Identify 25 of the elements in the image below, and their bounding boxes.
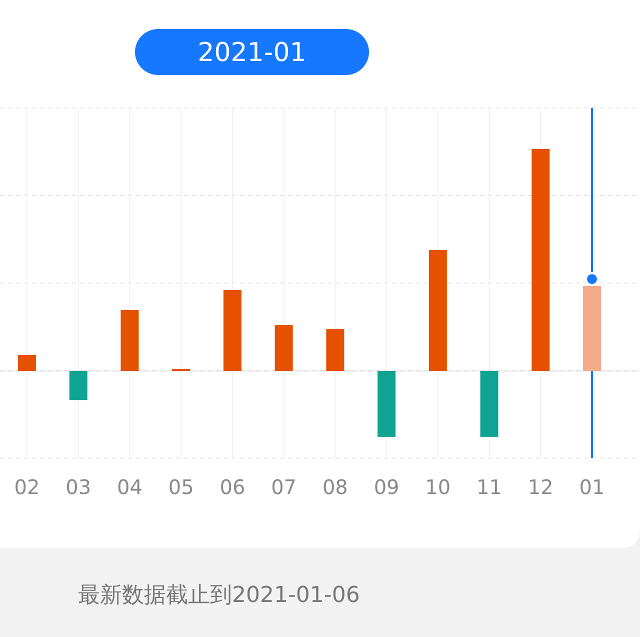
bar xyxy=(326,329,344,371)
bar xyxy=(69,371,88,400)
text: 最新数据截止到2021-01-06 xyxy=(78,583,360,608)
bar xyxy=(480,371,498,437)
bar xyxy=(274,325,293,371)
x-tick-label: 02 xyxy=(14,475,40,499)
x-tick-label: 03 xyxy=(66,475,92,499)
x-tick-label: 06 xyxy=(220,475,246,499)
bar xyxy=(18,355,36,371)
text: 2021-01 xyxy=(198,38,306,68)
x-tick-label: 11 xyxy=(476,475,502,499)
bar xyxy=(583,286,601,371)
x-tick-label: 08 xyxy=(322,475,348,499)
bar xyxy=(428,250,447,371)
x-tick-label: 12 xyxy=(528,475,554,499)
x-tick-label: 09 xyxy=(374,475,400,499)
x-tick-label: 07 xyxy=(271,475,297,499)
x-tick-label: 05 xyxy=(168,475,194,499)
bar xyxy=(378,371,396,437)
x-tick-label: 10 xyxy=(425,475,451,499)
bar xyxy=(120,310,139,371)
x-tick-label: 04 xyxy=(117,475,142,499)
x-tick-label: 01 xyxy=(579,475,605,499)
bar xyxy=(223,290,242,371)
bar xyxy=(532,149,550,371)
